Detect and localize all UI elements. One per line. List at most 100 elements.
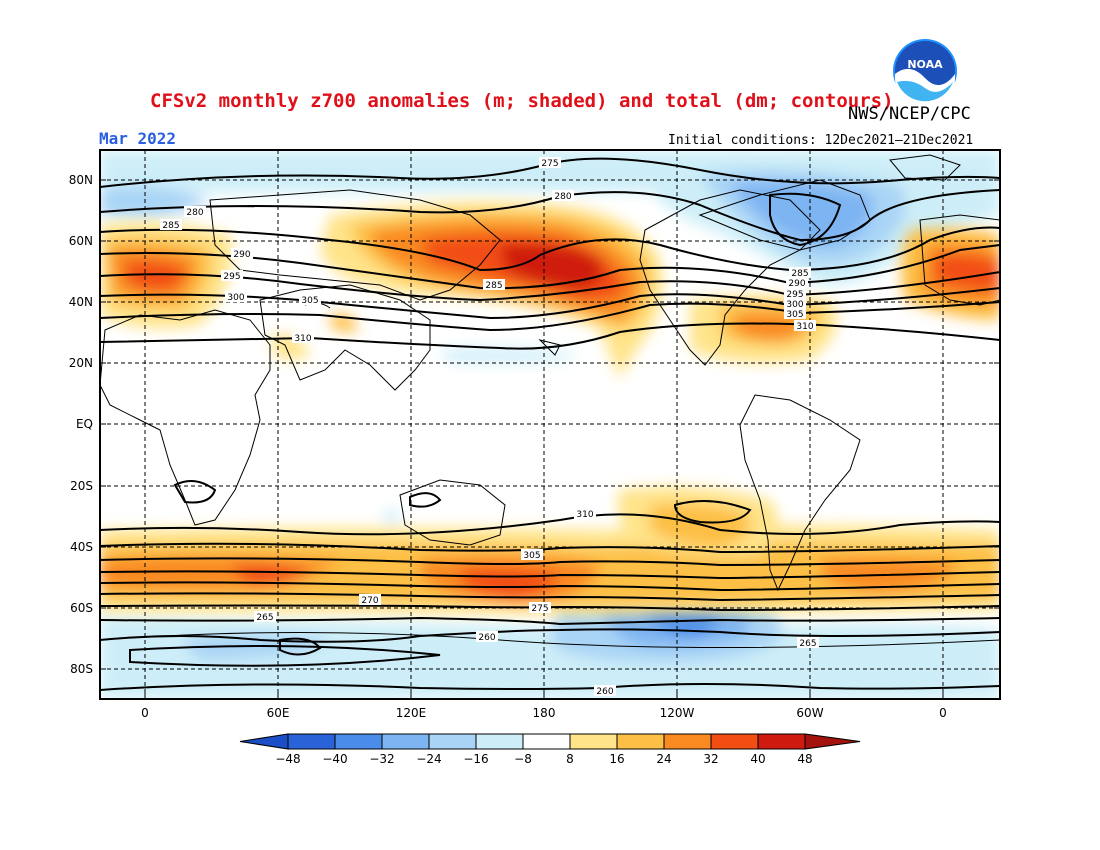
- lon-label: 120W: [660, 706, 695, 720]
- contour-label: 305: [784, 308, 806, 320]
- svg-text:285: 285: [485, 281, 502, 291]
- svg-text:310: 310: [576, 510, 593, 520]
- lon-label: 0: [939, 706, 947, 720]
- contour-label: 275: [539, 157, 561, 169]
- colorbar-tick-label: −32: [369, 752, 394, 766]
- contour-label: 265: [797, 637, 819, 649]
- contour-label: 265: [254, 611, 276, 623]
- colorbar-swatch: [522, 733, 571, 750]
- svg-text:290: 290: [788, 279, 805, 289]
- svg-text:260: 260: [478, 633, 495, 643]
- negative-anomaly-shading: [100, 150, 1000, 699]
- colorbar-arrow-left: [239, 733, 289, 750]
- contour-label: 260: [594, 685, 616, 697]
- lat-label: EQ: [76, 417, 93, 431]
- contour-label: 285: [483, 279, 505, 291]
- contour-label: 310: [292, 332, 314, 344]
- colorbar-tick-label: −8: [514, 752, 532, 766]
- colorbar-swatch: [475, 733, 524, 750]
- colorbar-swatch: [428, 733, 477, 750]
- colorbar: −48 −40 −32 −24 −16 −8 8 16 24 32 40 48: [239, 733, 861, 766]
- svg-text:275: 275: [531, 604, 548, 614]
- svg-text:265: 265: [256, 613, 273, 623]
- contour-label: 285: [789, 267, 811, 279]
- colorbar-tick-label: −24: [416, 752, 441, 766]
- map-panel: [100, 150, 1000, 699]
- colorbar-swatch: [287, 733, 336, 750]
- svg-text:295: 295: [786, 290, 803, 300]
- contour-label: 310: [794, 320, 816, 332]
- agency-label: NWS/NCEP/CPC: [848, 104, 971, 124]
- svg-text:310: 310: [294, 334, 311, 344]
- svg-text:285: 285: [162, 221, 179, 231]
- colorbar-tick-label: 24: [656, 752, 671, 766]
- svg-text:295: 295: [223, 272, 240, 282]
- contour-label: 280: [184, 206, 206, 218]
- lat-label: 40S: [70, 540, 93, 554]
- svg-text:285: 285: [791, 269, 808, 279]
- axis-ticks: [100, 179, 1000, 699]
- lon-label: 60E: [267, 706, 290, 720]
- svg-text:275: 275: [541, 159, 558, 169]
- colorbar-swatch: [381, 733, 430, 750]
- contour-label: 300: [784, 298, 806, 310]
- svg-text:280: 280: [554, 192, 571, 202]
- lon-label: 120E: [396, 706, 427, 720]
- contour-label: 295: [784, 288, 806, 300]
- contour-label: 310: [574, 508, 596, 520]
- contour-label: 290: [786, 277, 808, 289]
- initial-conditions-label: Initial conditions: 12Dec2021–21Dec2021: [668, 133, 974, 148]
- svg-text:305: 305: [301, 296, 318, 306]
- colorbar-swatch: [710, 733, 759, 750]
- colorbar-swatch: [663, 733, 712, 750]
- svg-text:310: 310: [796, 322, 813, 332]
- lat-label: 80S: [70, 662, 93, 676]
- logo-text: NOAA: [907, 58, 943, 71]
- colorbar-tick-label: 40: [750, 752, 765, 766]
- svg-text:305: 305: [786, 310, 803, 320]
- valid-month-label: Mar 2022: [99, 129, 177, 148]
- svg-text:265: 265: [799, 639, 816, 649]
- svg-text:290: 290: [233, 250, 250, 260]
- svg-text:305: 305: [523, 551, 540, 561]
- longitude-labels: 0 60E 120E 180 120W 60W 0: [141, 706, 947, 720]
- contour-label: 305: [299, 294, 321, 306]
- contour-label: 260: [476, 631, 498, 643]
- svg-text:300: 300: [227, 293, 244, 303]
- contour-label: 300: [225, 291, 247, 303]
- colorbar-tick-label: −16: [463, 752, 488, 766]
- lon-label: 180: [533, 706, 556, 720]
- svg-text:280: 280: [186, 208, 203, 218]
- lat-label: 60S: [70, 601, 93, 615]
- colorbar-tick-label: 16: [609, 752, 624, 766]
- noaa-logo-icon: NOAA: [893, 39, 957, 104]
- colorbar-arrow-right: [804, 733, 861, 750]
- colorbar-tick-label: 32: [703, 752, 718, 766]
- lon-label: 60W: [796, 706, 823, 720]
- contour-label: 290: [231, 248, 253, 260]
- contour-label: 275: [529, 602, 551, 614]
- lon-label: 0: [141, 706, 149, 720]
- colorbar-swatch: [616, 733, 665, 750]
- contour-label: 295: [221, 270, 243, 282]
- lat-label: 80N: [69, 173, 93, 187]
- colorbar-swatch: [334, 733, 383, 750]
- contour-label: 280: [552, 190, 574, 202]
- lat-label: 40N: [69, 295, 93, 309]
- colorbar-tick-label: 8: [566, 752, 574, 766]
- chart-title: CFSv2 monthly z700 anomalies (m; shaded)…: [150, 90, 894, 112]
- colorbar-swatch: [569, 733, 618, 750]
- contour-label: 305: [521, 549, 543, 561]
- svg-text:260: 260: [596, 687, 613, 697]
- svg-text:270: 270: [361, 596, 378, 606]
- svg-text:300: 300: [786, 300, 803, 310]
- colorbar-tick-label: 48: [797, 752, 812, 766]
- colorbar-tick-label: −40: [322, 752, 347, 766]
- contour-label: 285: [160, 219, 182, 231]
- lat-label: 20N: [69, 356, 93, 370]
- latitude-labels: 80N 60N 40N 20N EQ 20S 40S 60S 80S: [69, 173, 93, 676]
- colorbar-tick-label: −48: [275, 752, 300, 766]
- contour-label: 270: [359, 594, 381, 606]
